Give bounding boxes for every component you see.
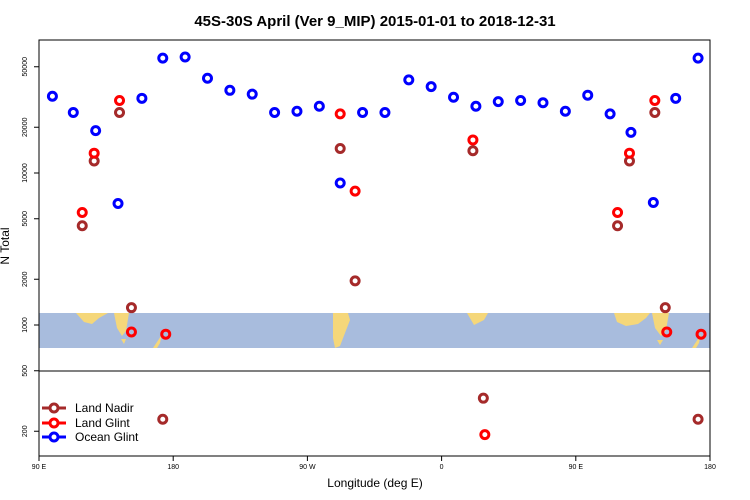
- map-land-tasmania-repeat: [657, 340, 663, 345]
- point-ocean-glint: [90, 125, 102, 137]
- point-ocean-glint: [136, 92, 148, 104]
- plot-frame: [38, 39, 711, 457]
- map-ocean-band: [39, 313, 710, 348]
- point-land-glint: [467, 134, 479, 146]
- legend-marker-ocean-glint: [48, 431, 60, 443]
- x-axis-label: Longitude (deg E): [327, 476, 422, 490]
- point-ocean-glint: [112, 198, 124, 210]
- point-ocean-glint: [46, 90, 58, 102]
- legend-label-ocean-glint: Ocean Glint: [75, 430, 139, 444]
- point-land-nadir: [349, 275, 361, 287]
- map-land-africa: [467, 313, 488, 325]
- point-ocean-glint: [313, 100, 325, 112]
- x-tick-label: 90 E: [32, 464, 47, 471]
- point-ocean-glint: [269, 107, 281, 119]
- point-ocean-glint: [157, 52, 169, 64]
- point-land-nadir: [467, 145, 479, 157]
- point-land-nadir: [157, 413, 169, 425]
- point-land-nadir: [649, 107, 661, 119]
- y-tick-label: 10000: [22, 163, 29, 183]
- point-land-glint: [125, 326, 137, 338]
- x-tick-label: 90 E: [569, 464, 584, 471]
- map-land-nz: [153, 334, 162, 348]
- point-land-glint: [76, 206, 88, 218]
- point-land-glint: [114, 94, 126, 106]
- point-land-glint: [612, 206, 624, 218]
- y-tick-label: 1000: [22, 317, 29, 333]
- point-ocean-glint: [582, 89, 594, 101]
- map-strip: [39, 313, 710, 348]
- point-ocean-glint: [537, 97, 549, 109]
- point-ocean-glint: [425, 81, 437, 93]
- legend-label-land-nadir: Land Nadir: [75, 401, 134, 415]
- legend-marker-land-glint: [48, 417, 60, 429]
- point-ocean-glint: [224, 84, 236, 96]
- point-land-nadir: [659, 302, 671, 314]
- y-tick-label: 20000: [22, 117, 29, 137]
- y-tick-label: 200: [22, 425, 29, 437]
- map-land-australia: [76, 313, 108, 324]
- map-land-australia-east-repeat: [652, 313, 669, 336]
- point-land-glint: [661, 326, 673, 338]
- point-ocean-glint: [201, 72, 213, 84]
- point-land-nadir: [692, 413, 704, 425]
- point-ocean-glint: [246, 88, 258, 100]
- point-ocean-glint: [403, 74, 415, 86]
- x-tick-label: 180: [704, 464, 716, 471]
- map-land-south-america: [333, 313, 350, 348]
- point-ocean-glint: [492, 96, 504, 108]
- point-ocean-glint: [334, 177, 346, 189]
- y-axis-label: N Total: [0, 227, 12, 264]
- map-land-nz-repeat: [692, 334, 701, 348]
- point-land-nadir: [477, 392, 489, 404]
- chart-title: 45S-30S April (Ver 9_MIP) 2015-01-01 to …: [194, 13, 555, 30]
- point-land-nadir: [76, 220, 88, 232]
- point-land-glint: [649, 94, 661, 106]
- point-land-glint: [334, 108, 346, 120]
- data-points: [46, 51, 707, 441]
- x-axis-ticks: 90 E 180 90 W 0 90 E 180: [32, 456, 716, 471]
- map-land-australia-repeat: [614, 313, 650, 326]
- point-ocean-glint: [357, 107, 369, 119]
- point-ocean-glint: [559, 105, 571, 117]
- point-land-nadir: [114, 107, 126, 119]
- point-land-glint: [623, 147, 635, 159]
- point-ocean-glint: [647, 196, 659, 208]
- point-ocean-glint: [625, 126, 637, 138]
- point-land-glint: [88, 147, 100, 159]
- point-land-nadir: [612, 220, 624, 232]
- point-ocean-glint: [692, 52, 704, 64]
- x-tick-label: 0: [440, 464, 444, 471]
- point-ocean-glint: [470, 100, 482, 112]
- point-land-glint: [479, 429, 491, 441]
- point-land-nadir: [125, 302, 137, 314]
- point-ocean-glint: [67, 107, 79, 119]
- point-land-nadir: [334, 142, 346, 154]
- point-land-glint: [695, 328, 707, 340]
- point-ocean-glint: [604, 108, 616, 120]
- y-tick-label: 500: [22, 365, 29, 377]
- x-tick-label: 180: [167, 464, 179, 471]
- point-ocean-glint: [291, 105, 303, 117]
- point-land-glint: [349, 185, 361, 197]
- legend-label-land-glint: Land Glint: [75, 416, 130, 430]
- point-ocean-glint: [179, 51, 191, 63]
- y-axis-ticks: 200 500 1000 2000 5000 10000 20000 50000: [22, 57, 39, 437]
- y-tick-label: 2000: [22, 271, 29, 287]
- point-ocean-glint: [379, 107, 391, 119]
- map-land-tasmania: [121, 339, 126, 344]
- map-land-australia-east: [114, 313, 129, 336]
- legend: Land Nadir Land Glint Ocean Glint: [42, 401, 139, 444]
- point-land-glint: [160, 328, 172, 340]
- y-tick-label: 5000: [22, 211, 29, 227]
- point-ocean-glint: [670, 92, 682, 104]
- y-tick-label: 50000: [22, 57, 29, 77]
- point-ocean-glint: [448, 91, 460, 103]
- point-ocean-glint: [515, 94, 527, 106]
- x-tick-label: 90 W: [299, 464, 316, 471]
- legend-marker-land-nadir: [48, 402, 60, 414]
